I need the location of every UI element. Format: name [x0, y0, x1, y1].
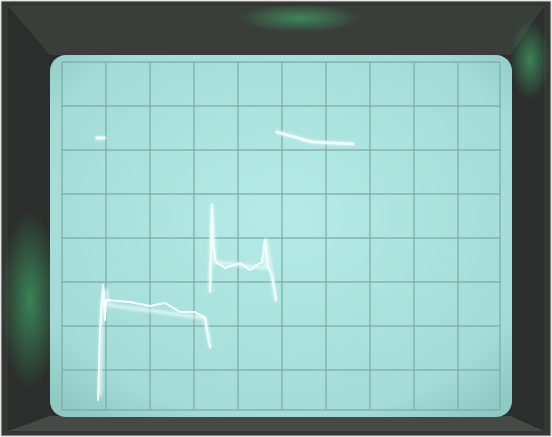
oscilloscope-photo: [0, 0, 552, 437]
page: [0, 0, 552, 437]
glow-top: [240, 4, 360, 32]
glow-right: [510, 20, 550, 100]
screen: [50, 55, 512, 417]
bezel-bottom: [8, 416, 544, 431]
